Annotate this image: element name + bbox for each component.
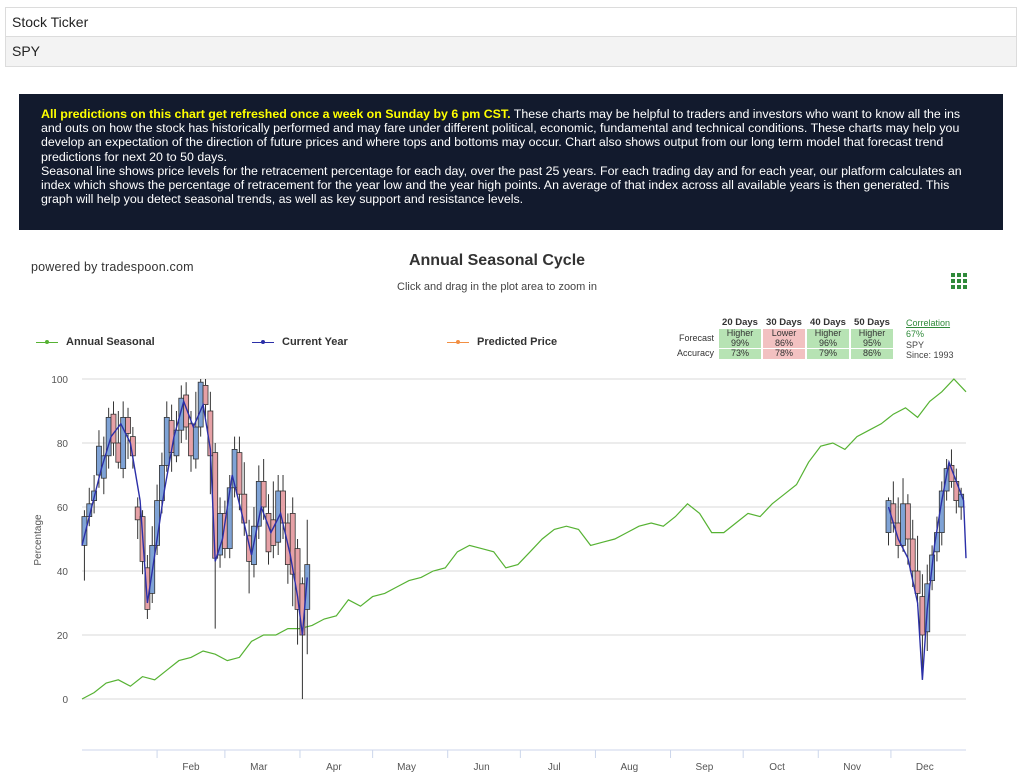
y-tick-label: 60 bbox=[57, 503, 69, 514]
correlation-box: Correlation 67% SPY Since: 1993 bbox=[906, 318, 954, 361]
y-axis-title: Percentage bbox=[33, 514, 44, 566]
x-tick-label: Sep bbox=[696, 762, 714, 773]
accuracy-row-label: Accuracy bbox=[677, 348, 715, 358]
candle-body bbox=[885, 500, 892, 534]
x-tick-label: Oct bbox=[769, 762, 785, 773]
forecast-cell-20: Higher 99% bbox=[719, 328, 762, 348]
x-tick-label: Feb bbox=[182, 762, 200, 773]
legend-label-predicted: Predicted Price bbox=[477, 336, 558, 348]
candle-body bbox=[125, 416, 131, 434]
legend-annual-seasonal[interactable]: Annual Seasonal bbox=[36, 336, 155, 348]
candle-body bbox=[134, 506, 141, 521]
forecast-cell-40: Higher 96% bbox=[807, 328, 850, 348]
legend-swatch-predicted bbox=[447, 339, 469, 344]
ticker-box: Stock Ticker SPY bbox=[5, 7, 1017, 67]
forecast-cell-30: Lower 86% bbox=[763, 328, 806, 348]
candle-body bbox=[260, 480, 267, 508]
candle-body bbox=[81, 516, 88, 546]
candle-body bbox=[919, 596, 926, 636]
current-year-line bbox=[81, 399, 308, 636]
accuracy-cell-20: 73% bbox=[719, 348, 762, 359]
candle-body bbox=[275, 490, 282, 543]
candle-body bbox=[904, 503, 911, 540]
correlation-link[interactable]: Correlation bbox=[906, 318, 951, 328]
candle-body bbox=[115, 442, 122, 463]
legend-label-seasonal: Annual Seasonal bbox=[66, 336, 155, 348]
candle-body bbox=[120, 416, 127, 469]
accuracy-cell-30: 78% bbox=[763, 348, 806, 359]
candle-body bbox=[914, 570, 921, 594]
candle-body bbox=[890, 503, 897, 524]
candle-body bbox=[192, 426, 199, 460]
header-40-days: 40 Days bbox=[810, 317, 846, 328]
info-paragraph-2: Seasonal line shows price levels for the… bbox=[41, 163, 962, 207]
header-50-days: 50 Days bbox=[854, 317, 890, 328]
x-tick-label: Jul bbox=[548, 762, 561, 773]
candle-body bbox=[188, 423, 194, 457]
legend-swatch-seasonal bbox=[36, 339, 58, 344]
x-tick-label: Dec bbox=[916, 762, 934, 773]
x-tick-label: Aug bbox=[620, 762, 638, 773]
y-tick-label: 20 bbox=[57, 631, 69, 642]
x-tick-label: Nov bbox=[843, 762, 861, 773]
header-20-days: 20 Days bbox=[722, 317, 758, 328]
candle-body bbox=[163, 416, 170, 466]
ticker-symbol-field[interactable]: SPY bbox=[6, 37, 1016, 66]
header-30-days: 30 Days bbox=[766, 317, 802, 328]
accuracy-cell-40: 79% bbox=[807, 348, 850, 359]
x-tick-label: Apr bbox=[326, 762, 342, 773]
forecast-row-label: Forecast bbox=[679, 332, 715, 343]
correlation-since: Since: 1993 bbox=[906, 350, 954, 361]
candle-body bbox=[159, 464, 165, 501]
chart-subtitle: Click and drag in the plot area to zoom … bbox=[397, 281, 597, 293]
candle-body bbox=[289, 513, 296, 575]
x-tick-label: Mar bbox=[250, 762, 268, 773]
info-paragraph-1: These charts may be helpful to traders a… bbox=[41, 107, 961, 164]
chart-title: Annual Seasonal Cycle bbox=[408, 252, 586, 269]
correlation-symbol: SPY bbox=[906, 339, 925, 350]
info-banner: All predictions on this chart get refres… bbox=[19, 94, 1003, 230]
candle-body bbox=[236, 452, 243, 495]
legend-label-current: Current Year bbox=[282, 336, 348, 348]
powered-by-link[interactable]: powered by tradespoon.com bbox=[31, 260, 194, 274]
candle-body bbox=[900, 503, 906, 546]
candle-body bbox=[304, 564, 311, 610]
candle-body bbox=[226, 487, 233, 549]
legend-current-year[interactable]: Current Year bbox=[252, 336, 348, 348]
candle-body bbox=[909, 538, 916, 572]
current-year-line bbox=[887, 459, 967, 680]
y-tick-label: 100 bbox=[51, 375, 68, 386]
x-tick-label: Jun bbox=[474, 762, 490, 773]
correlation-value: 67% bbox=[906, 328, 925, 339]
candle-body bbox=[110, 413, 117, 444]
candle-body bbox=[183, 394, 190, 428]
y-tick-label: 80 bbox=[57, 439, 69, 450]
seasonal-line bbox=[81, 378, 967, 700]
y-tick-label: 0 bbox=[62, 695, 68, 706]
legend-swatch-current bbox=[252, 339, 274, 344]
accuracy-cell-50: 86% bbox=[851, 348, 894, 359]
candle-body bbox=[202, 384, 209, 405]
grid-menu-icon[interactable] bbox=[951, 273, 967, 289]
forecast-cell-50: Higher 95% bbox=[851, 328, 894, 348]
refresh-notice: All predictions on this chart get refres… bbox=[41, 107, 511, 121]
forecast-table: 20 Days 30 Days 40 Days 50 Days Forecast… bbox=[673, 316, 895, 360]
x-tick-label: May bbox=[397, 762, 416, 773]
legend-predicted-price[interactable]: Predicted Price bbox=[447, 336, 557, 348]
y-tick-label: 40 bbox=[57, 567, 69, 578]
ticker-label: Stock Ticker bbox=[6, 8, 1016, 37]
